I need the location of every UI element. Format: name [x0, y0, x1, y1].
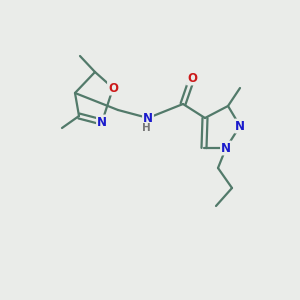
Text: H: H — [142, 123, 150, 133]
Text: O: O — [187, 71, 197, 85]
Text: N: N — [97, 116, 107, 128]
Text: N: N — [143, 112, 153, 124]
Text: O: O — [108, 82, 118, 94]
Text: N: N — [235, 119, 245, 133]
Text: N: N — [221, 142, 231, 154]
